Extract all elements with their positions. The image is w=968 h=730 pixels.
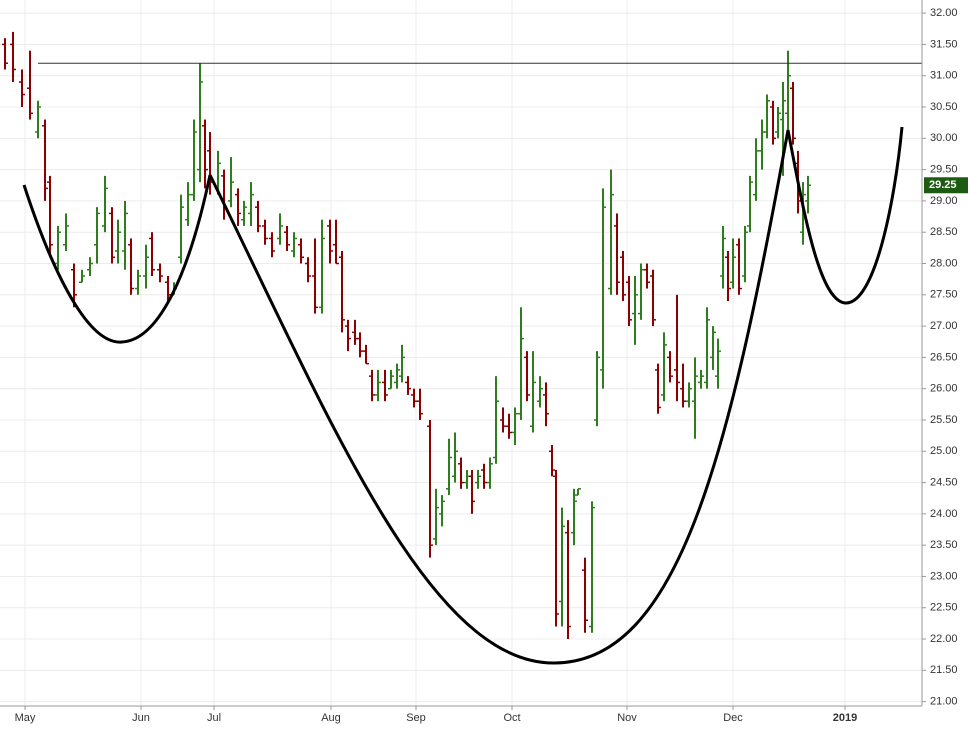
y-tick-label: 26.50 bbox=[930, 351, 958, 363]
axis-labels: 21.00 21.50 22.00 22.50 23.00 23.50 24.00 24.50… bbox=[15, 7, 968, 724]
x-tick-label: Nov bbox=[617, 712, 637, 724]
y-tick-label: 22.00 bbox=[930, 633, 958, 645]
x-tick-label: Dec bbox=[723, 712, 743, 724]
y-tick-label: 30.00 bbox=[930, 132, 958, 144]
y-tick-label: 21.50 bbox=[930, 664, 958, 676]
left-cup bbox=[22, 174, 212, 344]
x-tick-label: Jul bbox=[207, 712, 221, 724]
grid bbox=[0, 0, 922, 706]
x-tick-label: Jun bbox=[132, 712, 150, 724]
x-tick-label: 2019 bbox=[833, 712, 857, 724]
y-tick-label: 29.50 bbox=[930, 164, 958, 176]
cup-annotations bbox=[22, 126, 904, 665]
y-tick-label: 24.50 bbox=[930, 476, 958, 488]
x-tick-label: May bbox=[15, 712, 36, 724]
y-tick-label: 21.00 bbox=[930, 696, 958, 708]
y-tick-label: 25.00 bbox=[930, 445, 958, 457]
y-tick-label: 31.50 bbox=[930, 38, 958, 50]
y-tick-label: 23.50 bbox=[930, 539, 958, 551]
y-tick-label: 30.50 bbox=[930, 101, 958, 113]
y-tick-label: 26.00 bbox=[930, 383, 958, 395]
main-cup bbox=[208, 129, 790, 665]
x-tick-label: Aug bbox=[321, 712, 341, 724]
y-tick-label: 27.00 bbox=[930, 320, 958, 332]
right-cup bbox=[786, 126, 904, 305]
x-tick-label: Oct bbox=[503, 712, 520, 724]
y-tick-label: 31.00 bbox=[930, 70, 958, 82]
last-price-label: 29.25 bbox=[929, 179, 957, 191]
y-tick-label: 29.00 bbox=[930, 195, 958, 207]
y-tick-label: 28.00 bbox=[930, 257, 958, 269]
x-tick-label: Sep bbox=[406, 712, 426, 724]
last-price-box bbox=[924, 177, 968, 194]
y-tick-label: 32.00 bbox=[930, 7, 958, 19]
price-bars bbox=[2, 31, 922, 640]
y-tick-label: 22.50 bbox=[930, 602, 958, 614]
y-tick-label: 28.50 bbox=[930, 226, 958, 238]
y-tick-label: 23.00 bbox=[930, 570, 958, 582]
y-tick-label: 25.50 bbox=[930, 414, 958, 426]
y-tick-label: 27.50 bbox=[930, 289, 958, 301]
y-tick-label: 24.00 bbox=[930, 508, 958, 520]
